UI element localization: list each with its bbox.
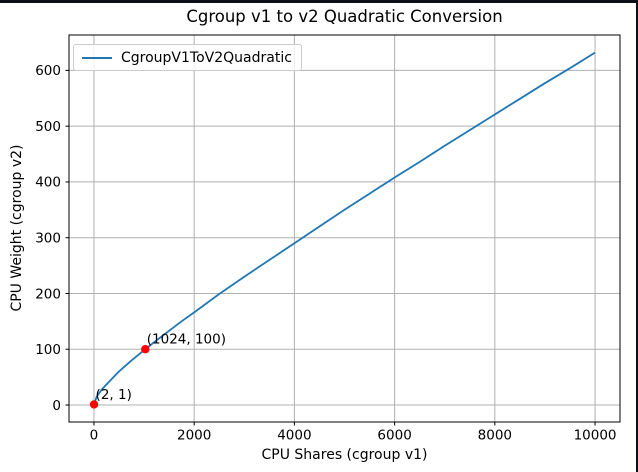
x-axis-label: CPU Shares (cgroup v1) bbox=[261, 447, 428, 463]
legend: CgroupV1ToV2Quadratic bbox=[73, 44, 302, 71]
axes-spines bbox=[68, 34, 621, 423]
svg-text:400: 400 bbox=[35, 175, 61, 191]
annotated-point: (1024, 100) bbox=[141, 332, 226, 354]
svg-text:2000: 2000 bbox=[177, 428, 211, 444]
window-right-edge bbox=[636, 0, 638, 472]
legend-label: CgroupV1ToV2Quadratic bbox=[121, 49, 292, 66]
annotated-point: (2, 1) bbox=[89, 387, 132, 409]
chart-title: Cgroup v1 to v2 Quadratic Conversion bbox=[186, 7, 503, 26]
svg-text:(2, 1): (2, 1) bbox=[96, 387, 132, 403]
svg-text:600: 600 bbox=[35, 63, 61, 79]
svg-text:8000: 8000 bbox=[478, 428, 512, 444]
legend-line-icon bbox=[82, 56, 112, 59]
series-line bbox=[93, 51, 596, 405]
y-axis-label: CPU Weight (cgroup v2) bbox=[9, 144, 25, 312]
tick-labels: 0 2000 4000 6000 8000 10000 0 100 200 300 400 500 60… bbox=[35, 63, 616, 443]
svg-text:4000: 4000 bbox=[277, 428, 311, 444]
gridlines bbox=[69, 35, 620, 422]
svg-text:500: 500 bbox=[35, 119, 61, 135]
tick-marks bbox=[65, 69, 596, 426]
svg-text:200: 200 bbox=[35, 286, 61, 302]
window-top-edge bbox=[0, 0, 638, 3]
svg-text:100: 100 bbox=[35, 342, 61, 358]
svg-text:6000: 6000 bbox=[377, 428, 411, 444]
svg-text:0: 0 bbox=[52, 398, 61, 414]
svg-text:0: 0 bbox=[90, 428, 99, 444]
svg-text:10000: 10000 bbox=[574, 428, 617, 444]
svg-text:(1024, 100): (1024, 100) bbox=[147, 332, 226, 348]
svg-text:300: 300 bbox=[35, 231, 61, 247]
